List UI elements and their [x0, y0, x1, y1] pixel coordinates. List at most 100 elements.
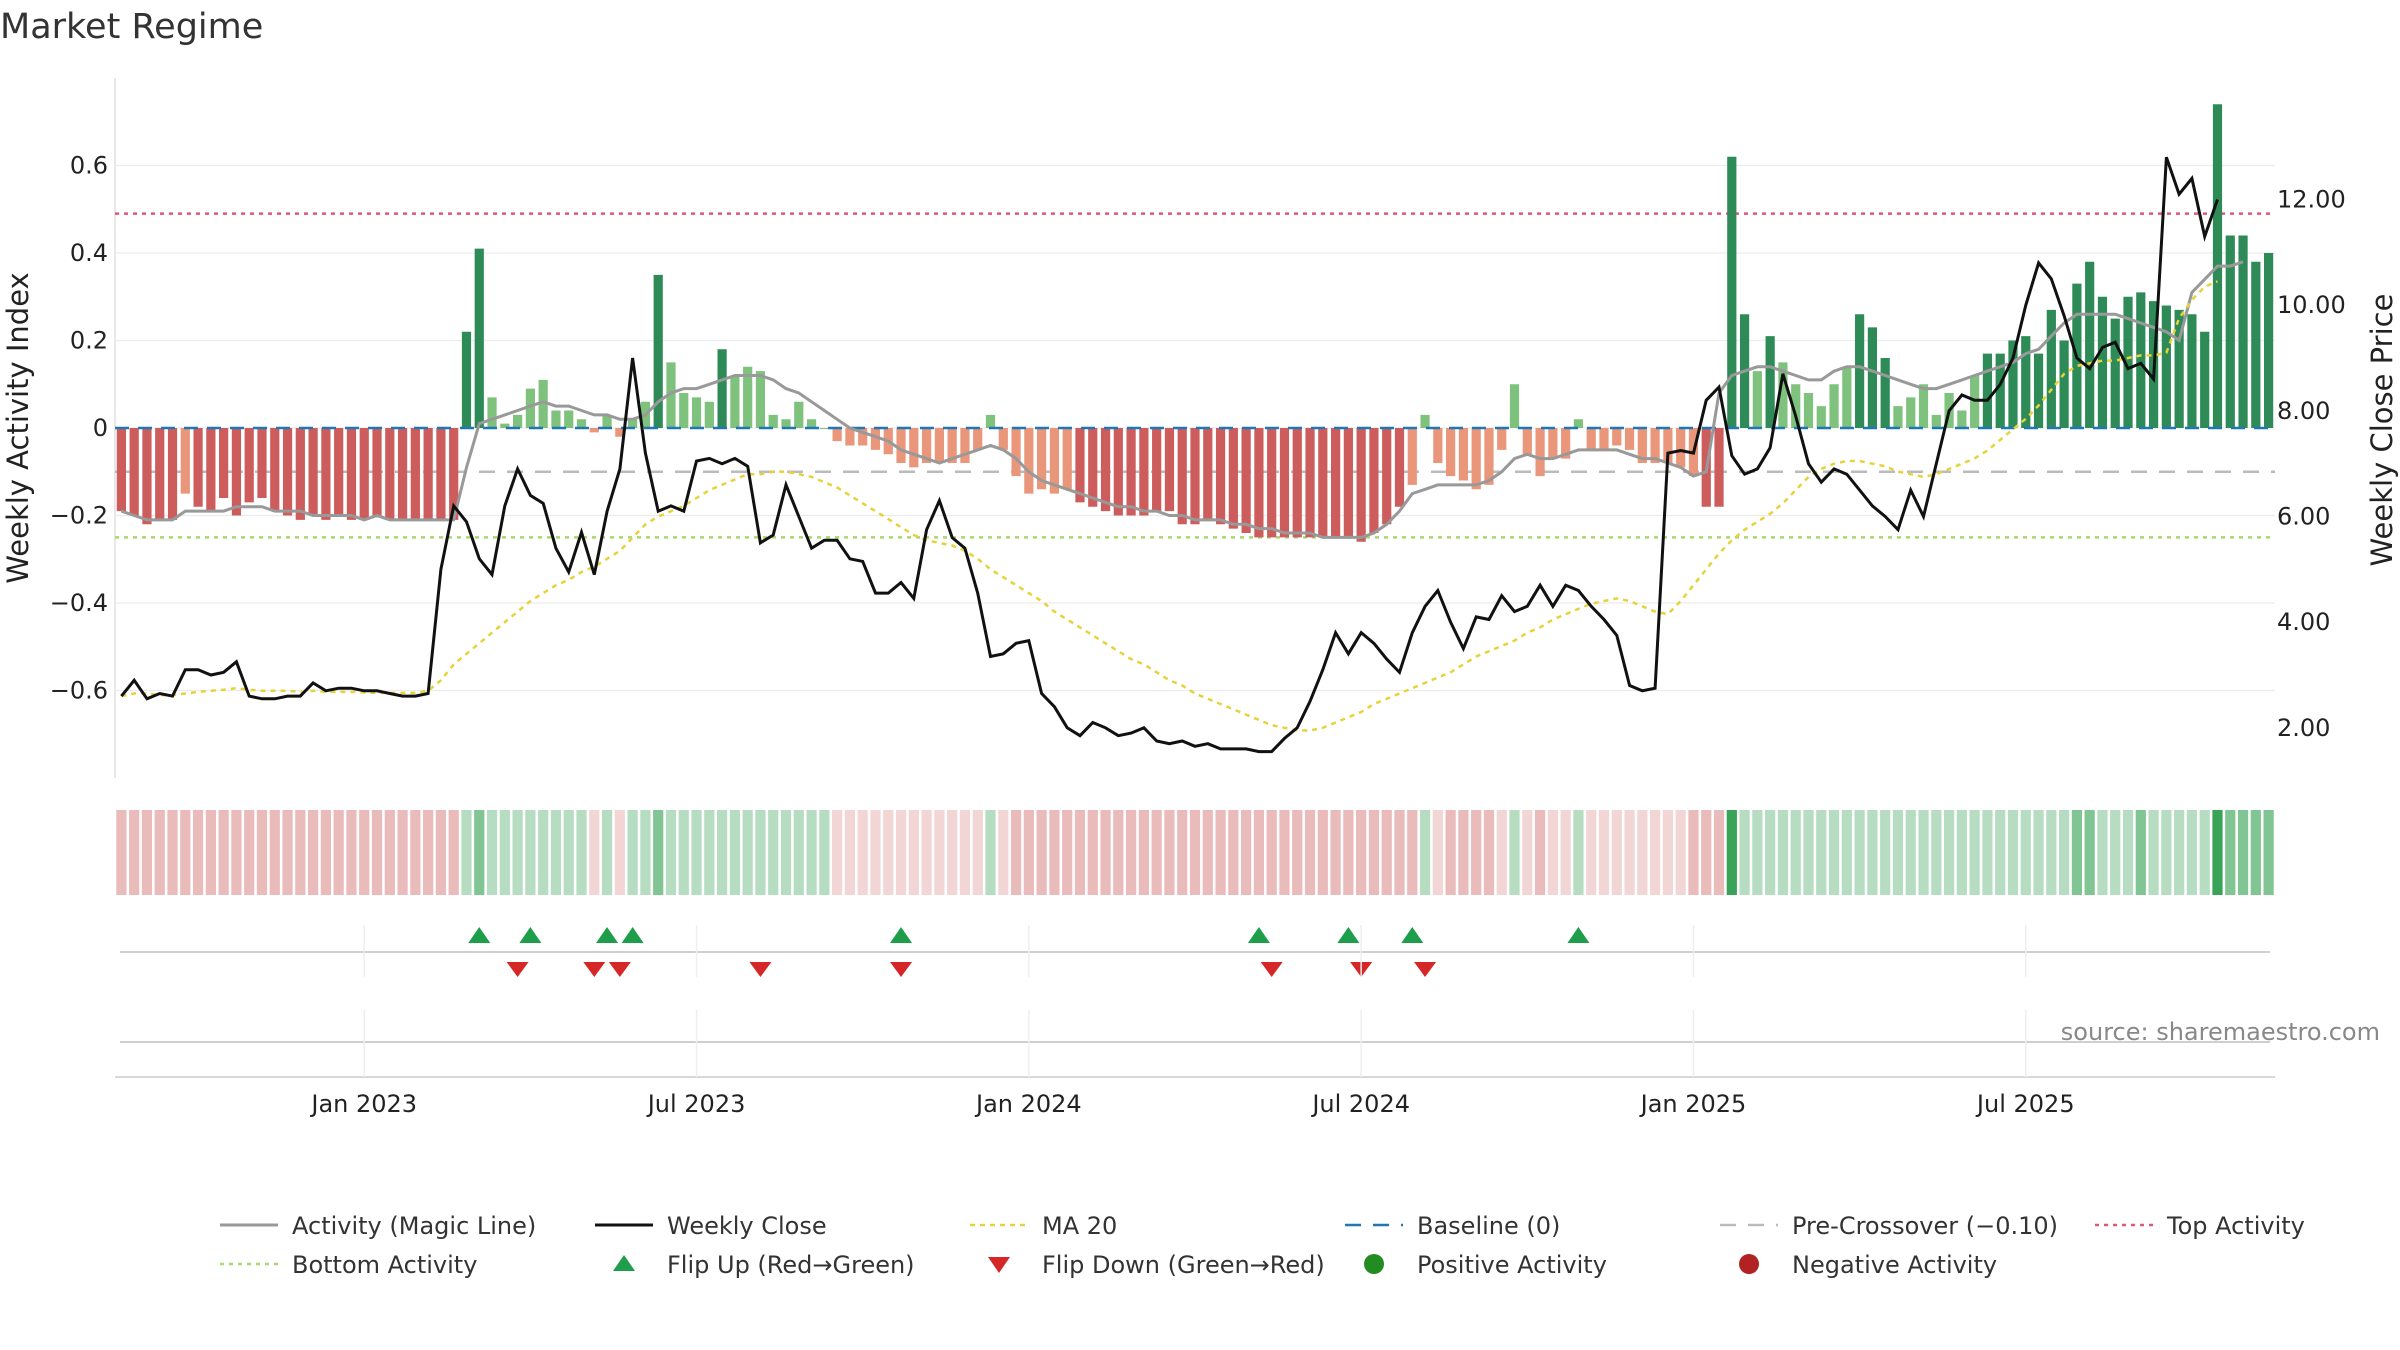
- activity-bar: [2033, 353, 2044, 428]
- activity-bar: [704, 401, 714, 428]
- regime-cell: [1189, 810, 1201, 895]
- activity-bar: [1241, 428, 1251, 533]
- regime-cell: [1419, 810, 1431, 895]
- regime-cell: [1867, 810, 1878, 895]
- flip-down-marker: [1260, 962, 1283, 977]
- legend-label: Flip Up (Red→Green): [667, 1251, 915, 1279]
- activity-bar: [858, 428, 868, 446]
- regime-cell: [1995, 810, 2006, 895]
- activity-bar: [1573, 419, 1584, 428]
- activity-bar: [1714, 428, 1724, 507]
- activity-bar: [602, 414, 612, 428]
- y-tick-label: −0.4: [50, 589, 108, 617]
- regime-cell: [1534, 810, 1546, 895]
- activity-bar: [1343, 428, 1353, 538]
- regime-cell: [320, 810, 331, 895]
- y-tick-label: −0.2: [50, 502, 108, 530]
- activity-bar: [1088, 428, 1098, 507]
- regime-cell: [397, 810, 408, 895]
- activity-bar: [934, 428, 944, 463]
- flip-up-marker: [596, 927, 619, 943]
- x-axis: Jan 2023 Jul 2023 Jan 2024 Jul 2024 Jan 2025…: [309, 925, 2075, 1118]
- regime-strip: [116, 810, 2274, 895]
- flip-down-marker: [1414, 962, 1437, 977]
- legend-item-pre: Pre-Crossover (−0.10): [1720, 1212, 2058, 1240]
- activity-bar: [1458, 428, 1469, 481]
- activity-bar: [768, 414, 778, 428]
- activity-bar: [1011, 428, 1021, 477]
- regime-cell: [167, 810, 178, 895]
- legend-item-ma20: MA 20: [970, 1212, 1117, 1240]
- regime-cell: [1496, 810, 1507, 895]
- regime-cell: [1151, 810, 1162, 895]
- regime-cell: [1598, 810, 1610, 895]
- regime-cell: [1892, 810, 1904, 895]
- regime-cell: [921, 810, 932, 895]
- regime-cell: [1777, 810, 1789, 895]
- activity-bar: [1279, 428, 1290, 538]
- activity-bar: [1791, 384, 1801, 428]
- regime-cell: [1292, 810, 1303, 895]
- regime-cell: [486, 810, 498, 895]
- activity-bar: [2123, 296, 2133, 428]
- regime-cell: [1394, 810, 1405, 895]
- activity-bar: [1292, 428, 1302, 538]
- regime-cell: [2186, 810, 2198, 895]
- activity-bar: [576, 419, 587, 428]
- regime-cell: [716, 810, 728, 895]
- activity-bar: [1561, 428, 1571, 459]
- regime-cell: [1573, 810, 1584, 895]
- regime-cell: [1138, 810, 1149, 895]
- x-tick-label: Jul 2024: [1310, 1090, 1410, 1118]
- activity-bar: [551, 410, 561, 428]
- regime-cell: [371, 810, 383, 895]
- regime-cell: [2059, 810, 2070, 895]
- activity-bar: [615, 428, 625, 437]
- activity-bar: [1394, 428, 1405, 507]
- activity-bar: [2200, 331, 2210, 428]
- regime-cell: [742, 810, 753, 895]
- activity-bar: [1535, 428, 1545, 477]
- regime-cell: [1368, 810, 1380, 895]
- activity-bar: [1624, 428, 1635, 450]
- regime-cell: [704, 810, 715, 895]
- activity-bar: [653, 274, 663, 428]
- regime-cell: [525, 810, 536, 895]
- regime-cell: [678, 810, 689, 895]
- regime-cell: [1023, 810, 1034, 895]
- legend-label: Weekly Close: [667, 1212, 827, 1240]
- legend-item-baseline: Baseline (0): [1345, 1212, 1560, 1240]
- y-tick-label: 0.4: [70, 239, 108, 267]
- activity-bar: [845, 428, 855, 446]
- regime-cell: [1253, 810, 1265, 895]
- activity-bar: [2251, 261, 2261, 428]
- activity-bar: [525, 388, 535, 428]
- x-tick-label: Jan 2024: [974, 1090, 1082, 1118]
- regime-cell: [1854, 810, 1865, 895]
- regime-cell: [1560, 810, 1571, 895]
- regime-cell: [601, 810, 613, 895]
- regime-cell: [1701, 810, 1712, 895]
- activity-bar: [1126, 428, 1136, 516]
- regime-cell: [563, 810, 574, 895]
- activity-bar: [1522, 428, 1532, 455]
- legend-swatch: [1739, 1254, 1759, 1274]
- activity-bar: [832, 428, 842, 442]
- legend-item-flipdown: Flip Down (Green→Red): [988, 1251, 1325, 1279]
- y-tick-label: 0: [93, 414, 108, 442]
- activity-bar: [564, 410, 574, 428]
- regime-cell: [282, 810, 293, 895]
- regime-cell: [806, 810, 817, 895]
- activity-bar: [1855, 314, 1865, 428]
- activity-bar: [2225, 235, 2235, 428]
- activity-bar: [1586, 428, 1596, 450]
- flip-panel: [115, 927, 2275, 1078]
- regime-cell: [1432, 810, 1443, 895]
- regime-cell: [1522, 810, 1533, 895]
- regime-cell: [1074, 810, 1086, 895]
- activity-bar: [308, 428, 318, 516]
- regime-cell: [1931, 810, 1942, 895]
- activity-bar: [2008, 340, 2018, 428]
